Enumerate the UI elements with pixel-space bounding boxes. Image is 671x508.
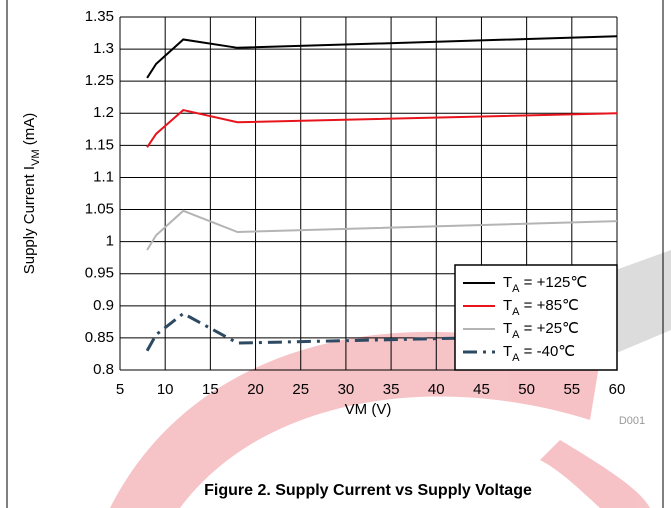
- legend-label: TA = -40℃: [503, 343, 575, 364]
- y-tick-label: 1: [106, 233, 114, 250]
- x-tick-label: 55: [563, 381, 580, 398]
- y-axis-label: Supply Current IVM (mA): [21, 113, 42, 275]
- series-line: [145, 311, 618, 352]
- x-tick-label: 50: [518, 381, 535, 398]
- x-tick-label: 45: [473, 381, 490, 398]
- y-tick-label: 1.25: [85, 72, 114, 89]
- x-tick-label: 35: [383, 381, 400, 398]
- caption: Figure 2. Supply Current vs Supply Volta…: [204, 482, 532, 499]
- series-line: [146, 35, 618, 79]
- y-tick-label: 1.35: [85, 8, 114, 25]
- y-tick-label: 1.2: [93, 104, 114, 121]
- y-tick-label: 1.05: [85, 201, 114, 218]
- x-tick-label: 5: [116, 381, 124, 398]
- y-tick-label: 0.85: [85, 329, 114, 346]
- watermark-red: [110, 331, 600, 508]
- x-tick-label: 20: [247, 381, 264, 398]
- y-tick-label: 1.15: [85, 136, 114, 153]
- x-tick-label: 15: [202, 381, 219, 398]
- legend-label: TA = +85℃: [503, 297, 579, 318]
- legend-label: TA = +25℃: [503, 320, 579, 341]
- y-tick-label: 1.3: [93, 40, 114, 57]
- y-tick-label: 0.95: [85, 265, 114, 282]
- x-tick-label: 40: [428, 381, 445, 398]
- x-tick-label: 30: [338, 381, 355, 398]
- legend-label: TA = +125℃: [503, 274, 587, 295]
- y-tick-label: 1.1: [93, 168, 114, 185]
- x-axis-label: VM (V): [345, 401, 392, 418]
- x-tick-label: 60: [609, 381, 626, 398]
- x-tick-label: 25: [292, 381, 309, 398]
- series-line: [146, 108, 618, 148]
- y-tick-label: 0.8: [93, 361, 114, 378]
- watermark-red-2: [540, 440, 650, 508]
- x-tick-label: 10: [157, 381, 174, 398]
- y-tick-label: 0.9: [93, 297, 114, 314]
- figure-id: D001: [619, 415, 645, 427]
- series-line: [146, 209, 618, 251]
